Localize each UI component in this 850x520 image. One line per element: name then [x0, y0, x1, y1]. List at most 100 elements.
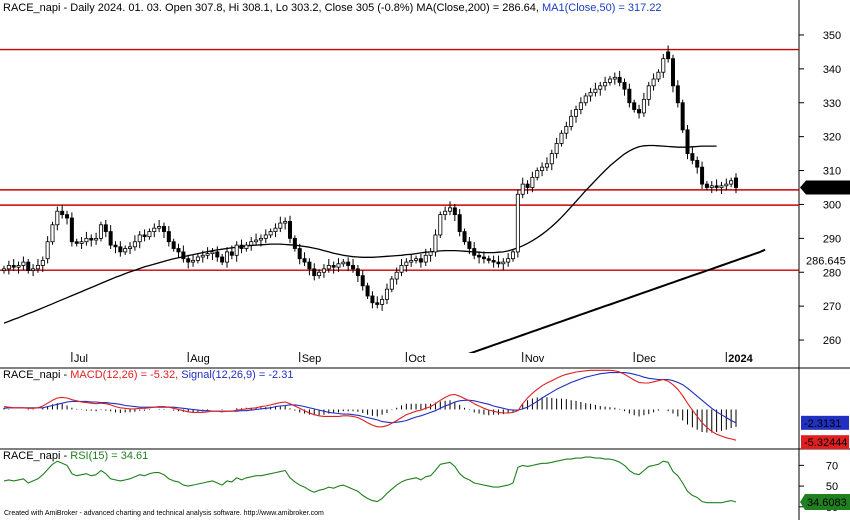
candle-down — [714, 185, 719, 188]
candle-down — [622, 82, 627, 90]
candle-up — [147, 231, 152, 238]
month-label: Dec — [636, 353, 656, 365]
candle-down — [65, 214, 70, 219]
candle-up — [515, 193, 520, 253]
candle-up — [195, 256, 200, 261]
candle-down — [467, 241, 472, 249]
signal-line — [3, 372, 737, 424]
close-value-box: 305 — [810, 183, 828, 195]
ma200-value-bg — [801, 253, 849, 268]
ma200-line — [468, 248, 766, 353]
candle-up — [564, 126, 569, 134]
candle-up — [132, 241, 137, 248]
candle-up — [433, 234, 438, 253]
candle-up — [709, 185, 714, 188]
candle-down — [617, 76, 622, 83]
candle-up — [583, 95, 588, 104]
candle-down — [181, 251, 186, 260]
candle-up — [137, 234, 142, 243]
candle-up — [443, 210, 448, 216]
candle-down — [113, 244, 118, 248]
candle-up — [283, 220, 288, 224]
candle-up — [258, 237, 263, 241]
candle-down — [69, 217, 74, 243]
macd-value-text: MACD(12,26) = -5.32, — [70, 369, 181, 381]
candle-down — [11, 265, 16, 268]
candle-up — [210, 251, 215, 255]
candle-up — [128, 246, 133, 249]
candle-up — [598, 85, 603, 90]
candle-up — [380, 298, 385, 305]
candle-up — [244, 244, 249, 249]
candle-down — [292, 237, 297, 249]
candle-up — [50, 224, 55, 243]
candle-up — [234, 244, 239, 256]
candle-down — [472, 248, 477, 256]
candle-down — [525, 183, 530, 188]
candle-up — [409, 259, 414, 263]
price-tick-label: 300 — [823, 199, 841, 211]
macd-line — [3, 369, 737, 441]
candle-down — [351, 265, 356, 270]
candle-down — [355, 268, 360, 277]
candle-down — [418, 258, 423, 263]
candle-down — [452, 207, 457, 216]
candle-up — [55, 210, 60, 226]
candle-down — [360, 275, 365, 287]
candle-up — [428, 251, 433, 256]
candle-down — [215, 251, 220, 258]
candle-down — [346, 261, 351, 266]
rsi-line — [3, 456, 737, 504]
candle-up — [661, 58, 666, 73]
candle-up — [574, 109, 579, 117]
candle-down — [627, 88, 632, 104]
candle-up — [45, 241, 50, 260]
candle-up — [578, 102, 583, 110]
candle-down — [60, 210, 65, 216]
month-label: Jul — [74, 353, 88, 365]
candle-down — [637, 109, 642, 114]
candle-up — [569, 115, 574, 127]
candle-up — [540, 166, 545, 171]
rsi-value-bg — [800, 494, 850, 511]
candle-up — [40, 259, 45, 266]
month-label: Sep — [302, 353, 322, 365]
candle-down — [680, 102, 685, 131]
candle-up — [414, 258, 419, 261]
candle-up — [263, 234, 268, 239]
candle-up — [656, 71, 661, 80]
month-label: Nov — [525, 353, 545, 365]
candle-up — [588, 92, 593, 97]
macd-panel: -2.3131 -5.32444 RACE_napi - MACD(12,26) … — [0, 369, 850, 450]
candle-up — [447, 207, 452, 212]
candle-up — [404, 261, 409, 266]
candle-down — [26, 261, 31, 271]
candle-up — [35, 265, 40, 270]
candle-down — [307, 261, 312, 270]
candle-down — [481, 256, 486, 260]
candle-down — [171, 241, 176, 249]
candle-up — [94, 237, 99, 241]
candle-up — [399, 265, 404, 273]
candle-up — [79, 241, 84, 244]
candle-down — [496, 261, 501, 265]
candle-up — [384, 288, 389, 300]
candle-down — [220, 256, 225, 263]
candle-up — [641, 98, 646, 114]
rsi-value-box: 34.6083 — [807, 497, 847, 509]
candle-up — [249, 241, 254, 246]
candle-down — [491, 259, 496, 263]
candle-down — [675, 85, 680, 104]
candle-up — [501, 261, 506, 265]
candle-up — [341, 261, 346, 265]
candle-up — [646, 85, 651, 100]
candle-down — [331, 265, 336, 268]
candle-up — [16, 265, 21, 268]
candle-up — [651, 78, 656, 87]
candle-up — [394, 271, 399, 280]
rsi-panel: 305070 34.6083 RACE_napi - RSI(15) = 34.… — [3, 450, 850, 514]
candle-down — [685, 129, 690, 154]
rsi-tick-label: 70 — [826, 460, 838, 472]
candle-up — [317, 271, 322, 277]
candle-down — [186, 258, 191, 263]
